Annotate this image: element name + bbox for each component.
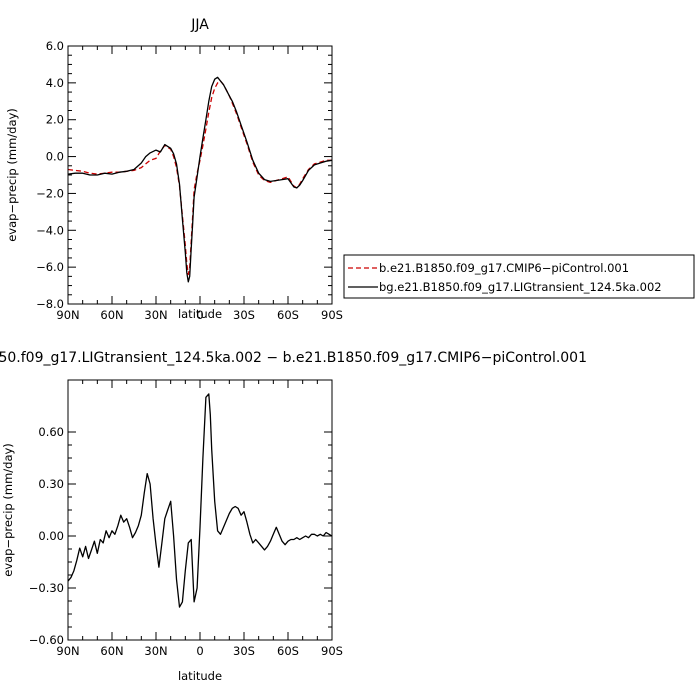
panel-bottom-xlabel: latitude (178, 669, 222, 683)
panel-top-ytick-label: 4.0 (46, 76, 64, 90)
panel-bottom-series-line-0 (67, 393, 333, 608)
panel-top-series-line-0 (67, 80, 332, 276)
panel-bottom-ytick-label: −0.60 (29, 633, 64, 647)
panel-top-ytick-label: −8.0 (36, 297, 64, 311)
panel-bottom-xtick-label: 0 (196, 644, 203, 658)
panel-top-xtick-label: 30S (233, 308, 255, 322)
panel-top-ytick-label: 0.0 (46, 150, 64, 164)
panel-bottom-ytick-label: 0.60 (38, 425, 64, 439)
panel-top-xtick-label: 60S (277, 308, 299, 322)
panel-bottom-ylabel: evap−precip (mm/day) (1, 443, 15, 577)
panel-top-ticks: 90N 60N 30N 0 30S 60S 90S 6.0 4.0 2.0 0.0 −2.0 −4.0 −… (36, 39, 343, 322)
legend-label-ligtransient: bg.e21.B1850.f09_g17.LIGtransient_124.5k… (379, 280, 662, 294)
panel-top-xtick-label: 0 (196, 308, 203, 322)
panel-bottom-xtick-label: 90S (321, 644, 343, 658)
panel-top-ytick-label: −4.0 (36, 223, 64, 237)
panel-top-series-line-1 (67, 76, 333, 283)
panel-bottom-series (67, 393, 333, 608)
panel-bottom-ticks: 90N 60N 30N 0 30S 60S 90S 0.60 0.30 0.00 −0.30 −0.6… (29, 380, 343, 658)
panel-top-ytick-label: −2.0 (36, 186, 64, 200)
panel-bottom-ytick-label: −0.30 (29, 581, 64, 595)
panel-bottom-xtick-label: 60S (277, 644, 299, 658)
legend-box (343, 254, 695, 299)
panel-bottom-xtick-label: 30N (144, 644, 167, 658)
panel-bottom-title: bg.e21.B1850.f09_g17.LIGtransient_124.5k… (0, 350, 587, 366)
panel-top-xtick-label: 90S (321, 308, 343, 322)
panel-top-ytick-label: −6.0 (36, 260, 64, 274)
panel-top-ytick-label: 6.0 (46, 39, 64, 53)
panel-bottom-xtick-label: 30S (233, 644, 255, 658)
panel-bottom-xtick-label: 90N (56, 644, 79, 658)
panel-top-xtick-label: 30N (144, 308, 167, 322)
panel-bottom: bg.e21.B1850.f09_g17.LIGtransient_124.5k… (0, 350, 587, 683)
panel-bottom-frame (67, 379, 333, 641)
panel-top-ytick-label: 2.0 (46, 113, 64, 127)
panel-top-xtick-label: 60N (100, 308, 123, 322)
legend: b.e21.B1850.f09_g17.CMIP6−piControl.001 … (343, 254, 695, 299)
legend-label-control: b.e21.B1850.f09_g17.CMIP6−piControl.001 (379, 261, 629, 275)
panel-bottom-ytick-label: 0.00 (38, 529, 64, 543)
panel-bottom-ytick-label: 0.30 (38, 477, 64, 491)
panel-top-series (67, 76, 333, 283)
panel-top-xtick-label: 90N (56, 308, 79, 322)
panel-top-title: JJA (190, 17, 209, 33)
panel-top-ylabel: evap−precip (mm/day) (5, 108, 19, 242)
panel-top: JJA 90N 60N 30N 0 30S 60S 90S 6.0 4.0 2.0 0.0 −2.0 −… (5, 17, 343, 322)
panel-top-xlabel: latitude (178, 307, 222, 321)
panel-bottom-xtick-label: 60N (100, 644, 123, 658)
panel-top-frame (67, 45, 333, 305)
